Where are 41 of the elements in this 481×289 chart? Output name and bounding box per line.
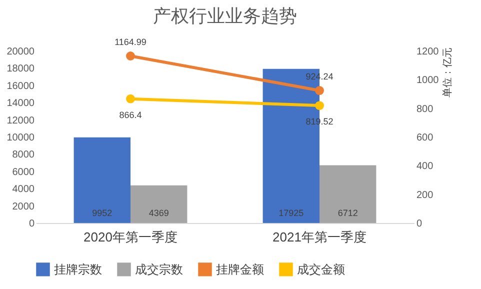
y-tick-label: 12000: [6, 115, 35, 126]
point: [126, 52, 135, 60]
y2-tick-label: 600: [416, 132, 434, 144]
point: [315, 86, 324, 95]
data-label: 1164.99: [114, 37, 146, 48]
data-label: 4369: [148, 208, 169, 218]
y-tick-label: 0: [28, 218, 35, 230]
point: [315, 101, 324, 110]
y-tick-label: 18000: [6, 64, 35, 75]
data-label: 9952: [92, 208, 112, 218]
chart-title: 产权行业业务趋势: [153, 6, 297, 26]
y-tick-label: 10000: [6, 132, 35, 144]
data-label: 6712: [338, 208, 358, 218]
y-tick-label: 8000: [12, 150, 35, 161]
data-label: 924.24: [306, 72, 334, 82]
data-label: 819.52: [306, 116, 334, 127]
y2-tick-label: 0: [416, 218, 422, 230]
y2-tick-label: 200: [416, 190, 434, 201]
legend-label: 挂牌宗数: [54, 262, 102, 276]
y-tick-label: 16000: [6, 80, 35, 92]
y-tick-label: 20000: [6, 46, 35, 58]
legend-label: 挂牌金额: [216, 262, 264, 276]
bar: [320, 165, 376, 223]
y2-axis-title: 单位：亿元: [442, 48, 454, 98]
bar: [130, 185, 188, 223]
y-tick-label: 6000: [12, 166, 35, 178]
y-tick-label: 2000: [12, 201, 35, 212]
y2-tick-label: 1200: [416, 46, 440, 58]
y2-tick-label: 400: [416, 161, 434, 172]
bar: [74, 137, 130, 223]
legend-label: 成交宗数: [135, 262, 183, 276]
y-tick-label: 14000: [6, 98, 35, 110]
data-label: 866.4: [119, 110, 142, 120]
x-tick-label: 2020年第一季度: [84, 230, 178, 244]
x-tick-label: 2021年第一季度: [272, 230, 366, 244]
point: [126, 94, 135, 104]
y2-tick-label: 1000: [416, 75, 440, 86]
y2-tick-label: 800: [416, 104, 434, 115]
data-label: 17925: [278, 208, 304, 218]
y-tick-label: 4000: [12, 184, 35, 196]
legend-label: 成交金额: [297, 262, 345, 276]
